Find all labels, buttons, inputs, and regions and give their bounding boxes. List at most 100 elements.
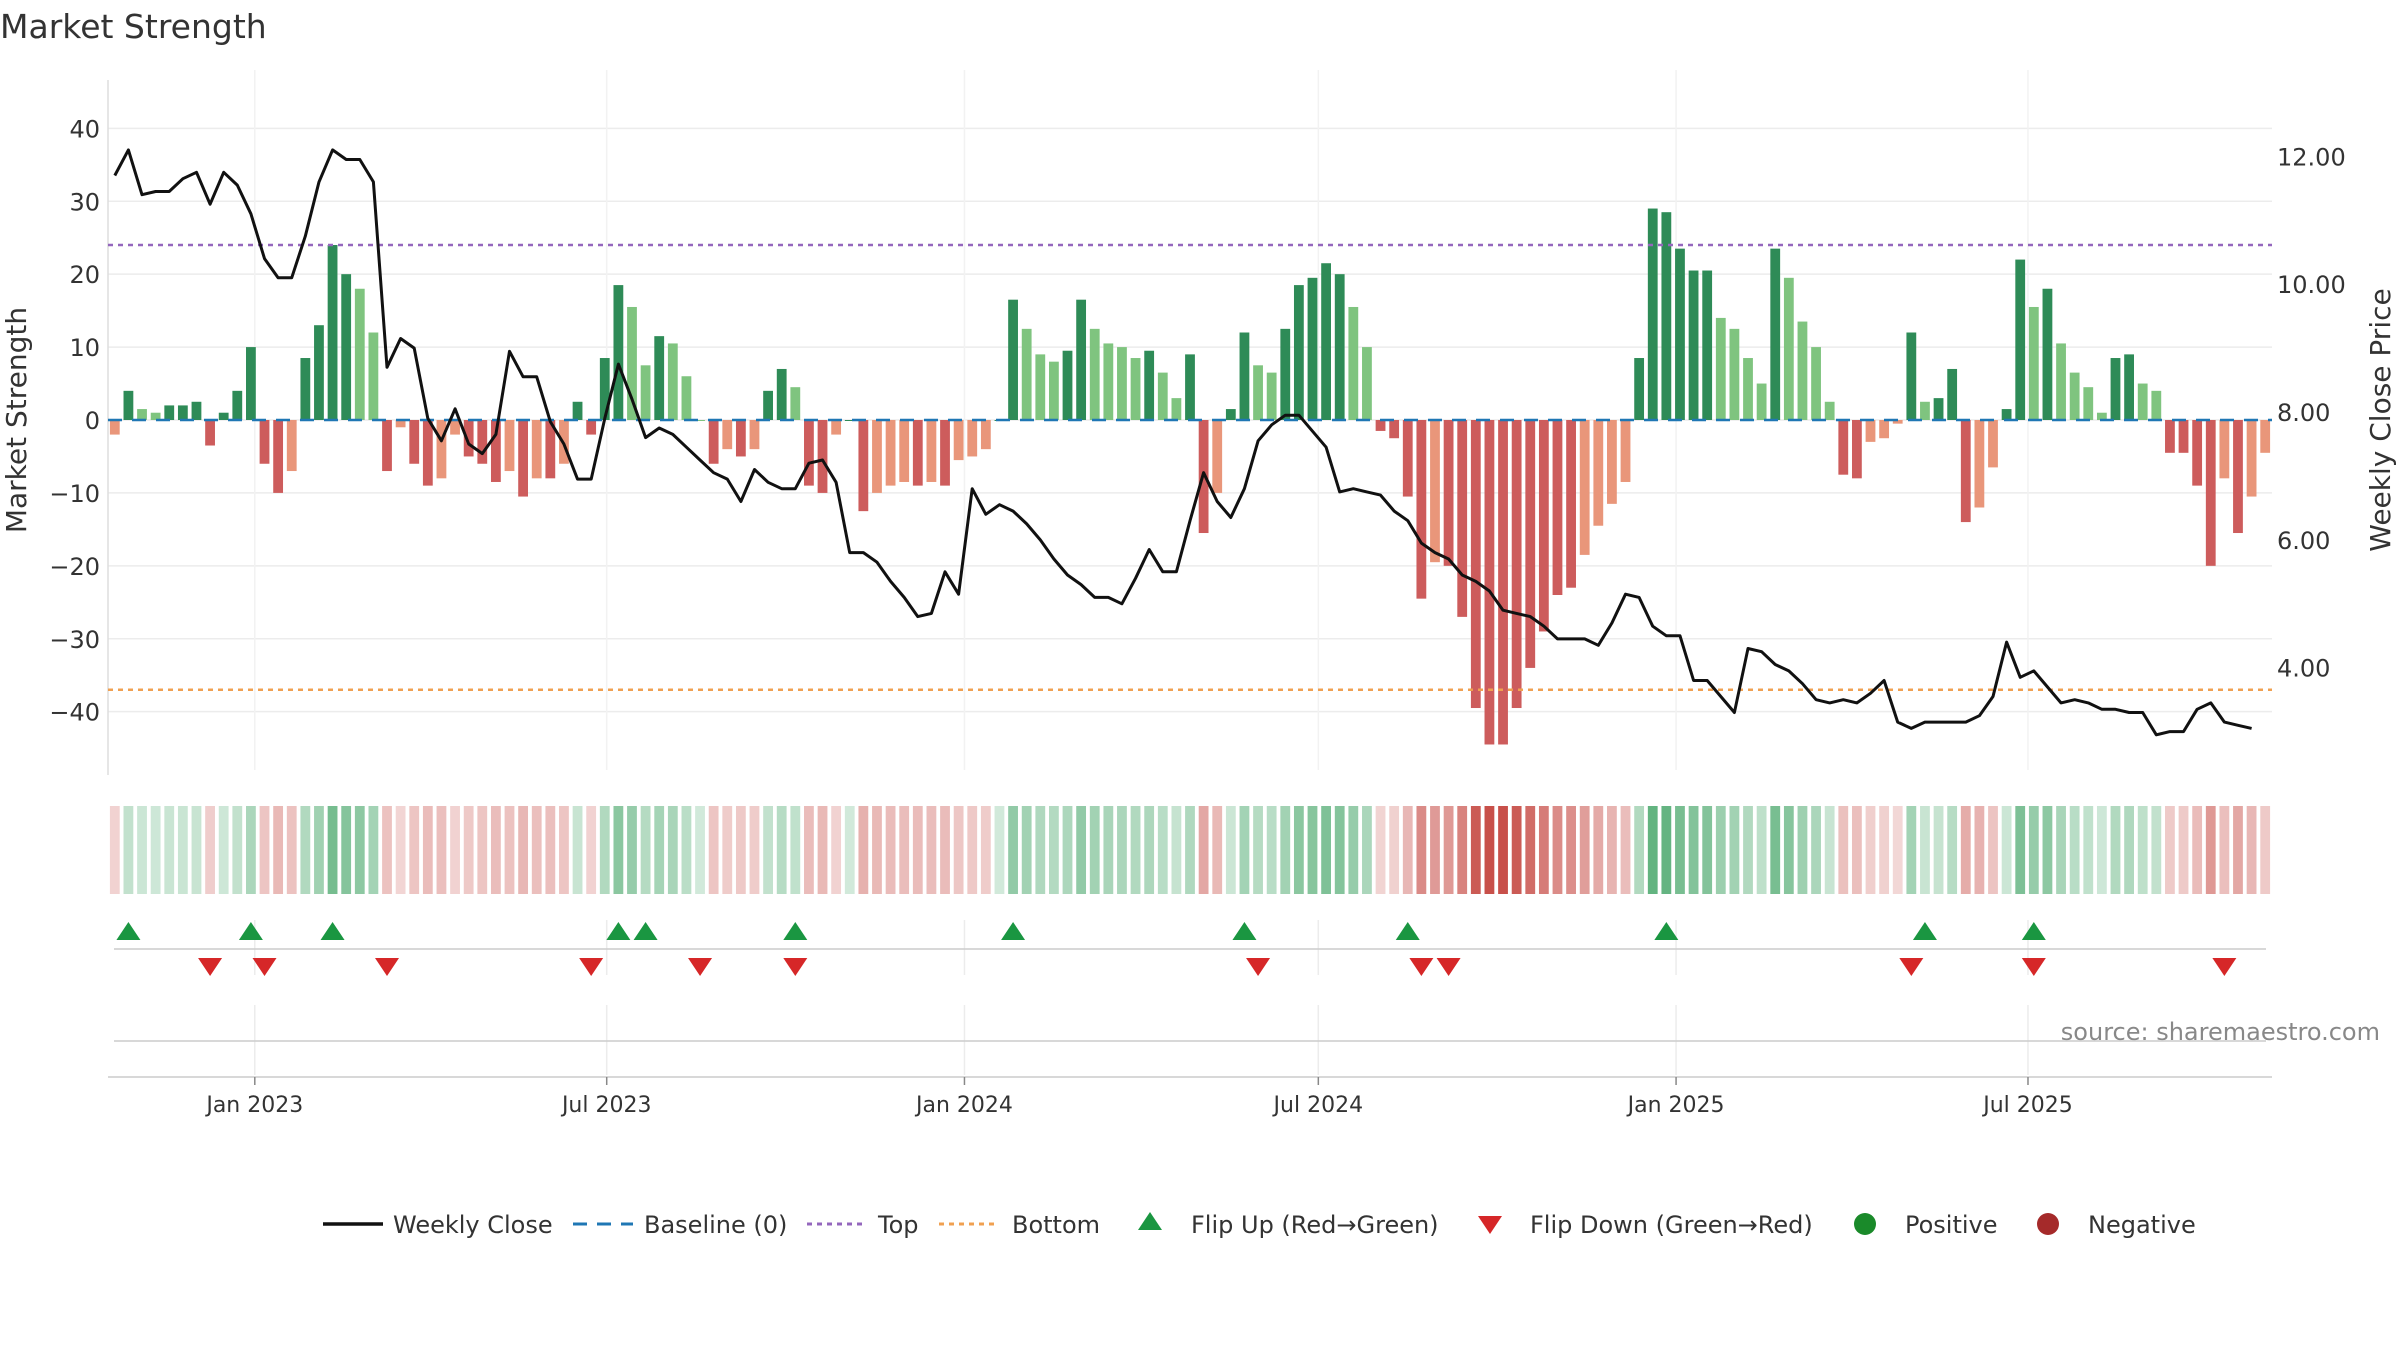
flip-down-marker: [579, 958, 604, 976]
x-axis: Jan 2023 Jul 2023 Jan 2024 Jul 2024 Jan 2025…: [108, 1040, 2272, 1118]
heat-cell: [2001, 806, 2012, 894]
strength-bar: [2083, 387, 2094, 420]
strength-bar: [1307, 277, 1318, 420]
legend-item-baseline[interactable]: Baseline (0): [573, 1211, 787, 1239]
strength-bar: [1634, 358, 1645, 420]
strength-bar: [1498, 420, 1508, 745]
strength-bar: [1770, 248, 1781, 420]
heat-cell: [2260, 806, 2271, 894]
strength-bar: [1702, 270, 1713, 420]
strength-bar: [477, 420, 488, 464]
positive-swatch: [1854, 1213, 1876, 1235]
legend-item-flip-up[interactable]: Flip Up (Red→Green): [1138, 1211, 1439, 1239]
heat-cell: [872, 806, 882, 894]
y-right-tick-label: 8.00: [2277, 399, 2330, 427]
heat-cell: [1729, 806, 1740, 894]
strength-bar: [1838, 420, 1849, 475]
heat-cell: [1960, 806, 1971, 894]
strength-bar: [1960, 420, 1971, 523]
strength-bar: [1892, 420, 1903, 424]
heat-cell: [572, 806, 583, 894]
strength-bar: [953, 420, 964, 461]
heat-cell: [2096, 806, 2107, 894]
y-left-tick-label: −30: [49, 626, 100, 654]
heat-cell: [246, 806, 256, 894]
strength-bar: [885, 420, 896, 486]
strength-bar: [1920, 401, 1930, 420]
flip-up-marker: [238, 922, 263, 940]
heat-cell: [1212, 806, 1223, 894]
strength-bar: [1008, 299, 1018, 420]
heat-cell: [273, 806, 284, 894]
flip-down-marker: [1409, 958, 1434, 976]
legend[interactable]: Weekly Close Baseline (0) Top Bottom Flip Up…: [323, 1211, 2196, 1239]
heat-cell: [2151, 806, 2162, 894]
heat-cell: [1171, 806, 1182, 894]
strength-bar: [450, 420, 460, 435]
heat-cell: [1048, 806, 1059, 894]
negative-swatch: [2037, 1213, 2059, 1235]
strength-bar: [2151, 390, 2162, 420]
legend-item-negative[interactable]: Negative: [2037, 1211, 2196, 1239]
strength-bar: [1239, 332, 1250, 420]
flip-down-marker: [2212, 958, 2237, 976]
strength-bar: [1089, 328, 1100, 420]
y-left-tick-label: −20: [49, 553, 100, 581]
strength-bar: [1756, 383, 1767, 420]
heat-cell: [1593, 806, 1604, 894]
strength-bar: [2178, 420, 2189, 453]
strength-bar: [314, 325, 324, 420]
strength-bar: [1538, 420, 1549, 632]
legend-item-flip-down[interactable]: Flip Down (Green→Red): [1478, 1211, 1813, 1239]
heat-cell: [940, 806, 950, 894]
heat-cell: [1620, 806, 1631, 894]
heat-cell: [885, 806, 896, 894]
strength-bar: [2137, 383, 2148, 420]
heat-cell: [722, 806, 733, 894]
heat-cell: [123, 806, 134, 894]
strength-bar: [1389, 420, 1400, 439]
strength-bar: [654, 336, 665, 420]
strength-bar: [1117, 347, 1127, 420]
legend-item-bottom[interactable]: Bottom: [939, 1211, 1100, 1239]
strength-bar: [858, 420, 869, 512]
heat-cell: [1130, 806, 1141, 894]
y-left-tick-label: 20: [69, 261, 100, 289]
heat-cell: [749, 806, 760, 894]
flip-up-marker: [320, 922, 345, 940]
heat-cell: [1552, 806, 1563, 894]
legend-item-weekly-close[interactable]: Weekly Close: [323, 1211, 553, 1239]
heat-cell: [2178, 806, 2189, 894]
strength-bar: [831, 420, 842, 435]
heat-cell: [2233, 806, 2243, 894]
strength-bar: [109, 420, 120, 435]
legend-item-top[interactable]: Top: [807, 1211, 919, 1239]
heat-cell: [327, 806, 338, 894]
heat-cell: [545, 806, 556, 894]
y-right-tick-label: 12.00: [2277, 143, 2346, 171]
legend-label: Baseline (0): [644, 1211, 787, 1239]
strength-bars: [109, 208, 2271, 745]
legend-item-positive[interactable]: Positive: [1854, 1211, 1998, 1239]
heat-cell: [1076, 806, 1087, 894]
strength-bar: [1851, 420, 1862, 479]
strength-bar: [2028, 306, 2039, 420]
heat-cell: [2015, 806, 2026, 894]
price-line-layer: [113, 148, 2252, 737]
flip-down-marker: [1436, 958, 1461, 976]
strength-bar: [817, 420, 828, 493]
strength-bar: [1362, 347, 1372, 420]
y-right-tick-label: 6.00: [2277, 527, 2330, 555]
heat-cell: [967, 806, 978, 894]
strength-bar: [1933, 398, 1944, 420]
heat-cell: [354, 806, 365, 894]
strength-bar: [1334, 274, 1345, 420]
strength-bar: [2246, 420, 2257, 497]
source-credit: source: sharemaestro.com: [2061, 1018, 2380, 1046]
strength-bar: [1783, 277, 1794, 420]
strength-bar: [599, 358, 610, 420]
heat-cell: [2056, 806, 2066, 894]
strength-bar: [926, 420, 937, 482]
strength-bar: [1348, 306, 1359, 420]
heat-cell: [314, 806, 324, 894]
